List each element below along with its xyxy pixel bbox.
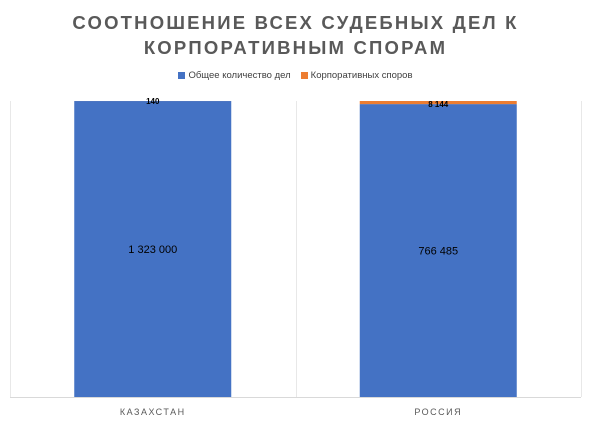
- chart-legend: Общее количество дел Корпоративных споро…: [0, 70, 591, 81]
- chart-title-line-1: СООТНОШЕНИЕ ВСЕХ СУДЕБНЫХ ДЕЛ К: [72, 12, 519, 33]
- legend-item-total-cases: Общее количество дел: [178, 70, 291, 81]
- legend-label-total-cases: Общее количество дел: [188, 70, 291, 81]
- legend-swatch-total-cases: [178, 72, 186, 79]
- bar-russia-total-cases: [359, 104, 517, 397]
- bar-kazakhstan-total-cases: [74, 101, 232, 398]
- data-label-russia-corporate-disputes: 8 144: [428, 100, 449, 109]
- bar-russia-corporate-disputes: [359, 101, 517, 105]
- category-label-russia: РОССИЯ: [414, 407, 462, 417]
- legend-label-corporate-disputes: Корпоративных споров: [310, 70, 413, 81]
- data-label-kazakhstan-total-cases: 1 323 000: [128, 244, 177, 256]
- legend-swatch-corporate-disputes: [300, 72, 308, 79]
- legend-item-corporate-disputes: Корпоративных споров: [300, 70, 413, 81]
- category-label-kazakhstan: КАЗАХСТАН: [120, 407, 186, 417]
- chart-title-line-2: КОРПОРАТИВНЫМ СПОРАМ: [143, 37, 448, 58]
- data-label-russia-total-cases: 766 485: [418, 246, 458, 258]
- data-label-kazakhstan-corporate-disputes: 140: [146, 97, 160, 106]
